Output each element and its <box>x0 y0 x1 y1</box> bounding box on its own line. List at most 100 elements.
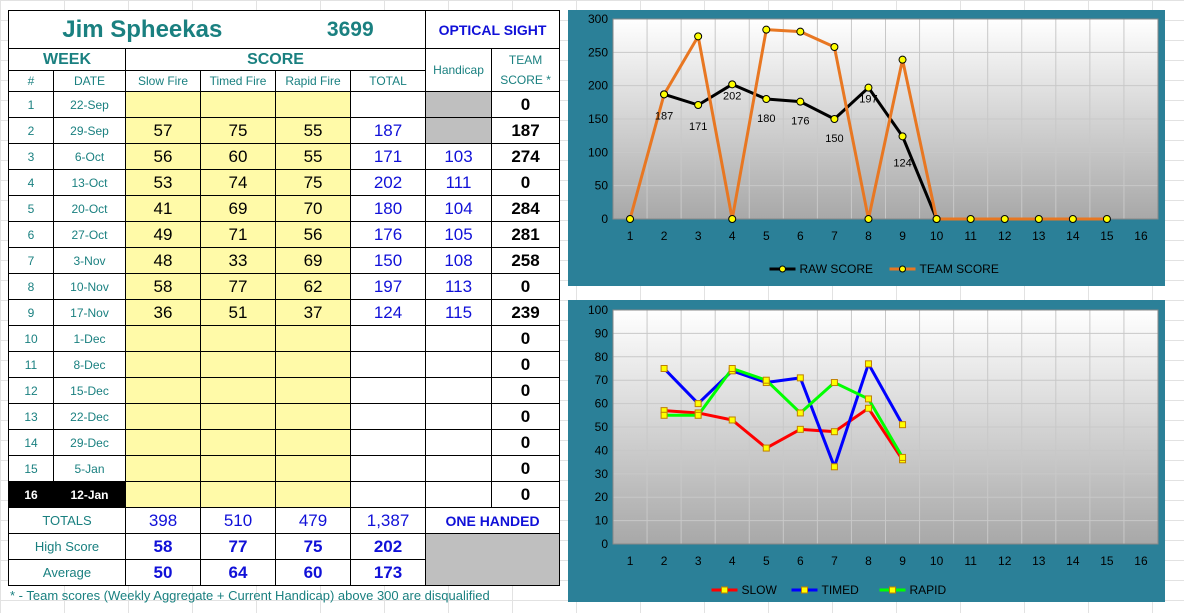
total-header[interactable]: TOTAL <box>350 70 427 92</box>
week-number[interactable]: 4 <box>8 169 54 196</box>
timed-fire-score[interactable] <box>199 351 277 378</box>
handicap-value[interactable] <box>425 117 493 144</box>
handicap-value[interactable]: 108 <box>425 247 493 274</box>
week-date[interactable]: 29-Dec <box>53 429 126 456</box>
rapid-fire-score[interactable]: 75 <box>275 169 352 196</box>
rapid-fire-score[interactable] <box>275 429 352 456</box>
week-number[interactable]: 3 <box>8 143 54 170</box>
average-row-slow[interactable]: 50 <box>125 559 201 586</box>
week-number[interactable]: 9 <box>8 299 54 326</box>
slow-fire-score[interactable]: 56 <box>125 143 201 170</box>
week-date[interactable]: 13-Oct <box>53 169 126 196</box>
week-date[interactable]: 10-Nov <box>53 273 126 300</box>
high-score-row-label[interactable]: High Score <box>8 533 126 560</box>
week-number[interactable]: 7 <box>8 247 54 274</box>
timed-fire-score[interactable] <box>199 481 277 508</box>
rapid-fire-score[interactable] <box>275 403 352 430</box>
week-number[interactable]: 14 <box>8 429 54 456</box>
team-score[interactable]: 0 <box>491 429 561 456</box>
week-number[interactable]: 1 <box>8 91 54 118</box>
week-date[interactable]: 22-Dec <box>53 403 126 430</box>
legend-label[interactable]: SLOW <box>742 583 778 597</box>
timed-fire-score[interactable]: 60 <box>199 143 277 170</box>
slow-fire-score[interactable]: 36 <box>125 299 201 326</box>
total-score[interactable] <box>350 455 427 482</box>
total-score[interactable]: 187 <box>350 117 427 144</box>
one-handed-note[interactable]: ONE HANDED <box>425 507 561 534</box>
high-score-row-slow[interactable]: 58 <box>125 533 201 560</box>
handicap-value[interactable] <box>425 403 493 430</box>
rapid-fire-score[interactable]: 69 <box>275 247 352 274</box>
week-number[interactable]: 8 <box>8 273 54 300</box>
handicap-value[interactable]: 115 <box>425 299 493 326</box>
slow-fire-score[interactable] <box>125 325 201 352</box>
slow-fire-score[interactable] <box>125 91 201 118</box>
timed-fire-score[interactable] <box>199 429 277 456</box>
timed-fire-score[interactable]: 51 <box>199 299 277 326</box>
slow-timed-rapid-chart[interactable]: 0 10 20 30 40 50 60 70 80 90 100 1 2 3 4 5 6 7 8 9 10 11 12 13 1… <box>568 300 1165 602</box>
average-row-timed[interactable]: 64 <box>199 559 277 586</box>
rapid-fire-score[interactable]: 70 <box>275 195 352 222</box>
rapid-fire-score[interactable]: 55 <box>275 117 352 144</box>
team-score[interactable]: 187 <box>491 117 561 144</box>
week-date[interactable]: 27-Oct <box>53 221 126 248</box>
high-score-row-timed[interactable]: 77 <box>199 533 277 560</box>
handicap-value[interactable] <box>425 481 493 508</box>
date-header[interactable]: DATE <box>53 70 126 92</box>
slow-fire-score[interactable] <box>125 403 201 430</box>
timed-fire-score[interactable]: 74 <box>199 169 277 196</box>
shooter-id[interactable]: 3699 <box>275 10 427 49</box>
week-number[interactable]: 10 <box>8 325 54 352</box>
rapid-fire-header[interactable]: Rapid Fire <box>275 70 352 92</box>
team-score[interactable]: 0 <box>491 455 561 482</box>
week-date[interactable]: 15-Dec <box>53 377 126 404</box>
timed-fire-score[interactable]: 69 <box>199 195 277 222</box>
week-number[interactable]: 11 <box>8 351 54 378</box>
week-date[interactable]: 20-Oct <box>53 195 126 222</box>
total-score[interactable]: 197 <box>350 273 427 300</box>
handicap-value[interactable]: 105 <box>425 221 493 248</box>
week-date[interactable]: 8-Dec <box>53 351 126 378</box>
timed-fire-header[interactable]: Timed Fire <box>199 70 277 92</box>
slow-fire-score[interactable] <box>125 481 201 508</box>
team-score[interactable]: 284 <box>491 195 561 222</box>
average-row-label[interactable]: Average <box>8 559 126 586</box>
timed-fire-score[interactable] <box>199 91 277 118</box>
week-header[interactable]: WEEK <box>8 48 126 71</box>
week-date[interactable]: 17-Nov <box>53 299 126 326</box>
handicap-value[interactable]: 111 <box>425 169 493 196</box>
total-score[interactable]: 150 <box>350 247 427 274</box>
rapid-fire-score[interactable]: 55 <box>275 143 352 170</box>
slow-fire-score[interactable]: 58 <box>125 273 201 300</box>
rapid-fire-score[interactable] <box>275 455 352 482</box>
week-date[interactable]: 3-Nov <box>53 247 126 274</box>
handicap-value[interactable]: 103 <box>425 143 493 170</box>
team-score[interactable]: 274 <box>491 143 561 170</box>
rapid-fire-score[interactable] <box>275 351 352 378</box>
rapid-fire-score[interactable] <box>275 325 352 352</box>
week-number[interactable]: 15 <box>8 455 54 482</box>
totals-row-total[interactable]: 1,387 <box>350 507 427 534</box>
team-score[interactable]: 281 <box>491 221 561 248</box>
week-date[interactable]: 1-Dec <box>53 325 126 352</box>
total-score[interactable] <box>350 325 427 352</box>
week-date[interactable]: 6-Oct <box>53 143 126 170</box>
timed-fire-score[interactable]: 77 <box>199 273 277 300</box>
week-number[interactable]: 12 <box>8 377 54 404</box>
high-score-row-rapid[interactable]: 75 <box>275 533 352 560</box>
slow-fire-score[interactable]: 48 <box>125 247 201 274</box>
num-header[interactable]: # <box>8 70 54 92</box>
rapid-fire-score[interactable] <box>275 377 352 404</box>
handicap-value[interactable]: 113 <box>425 273 493 300</box>
rapid-fire-score[interactable]: 56 <box>275 221 352 248</box>
slow-fire-score[interactable]: 53 <box>125 169 201 196</box>
totals-row-rapid[interactable]: 479 <box>275 507 352 534</box>
week-number[interactable]: 5 <box>8 195 54 222</box>
handicap-value[interactable] <box>425 455 493 482</box>
slow-fire-header[interactable]: Slow Fire <box>125 70 201 92</box>
week-number[interactable]: 6 <box>8 221 54 248</box>
slow-fire-score[interactable] <box>125 377 201 404</box>
handicap-value[interactable]: 104 <box>425 195 493 222</box>
week-number[interactable]: 16 <box>8 481 54 508</box>
sight-type[interactable]: OPTICAL SIGHT <box>425 10 561 49</box>
